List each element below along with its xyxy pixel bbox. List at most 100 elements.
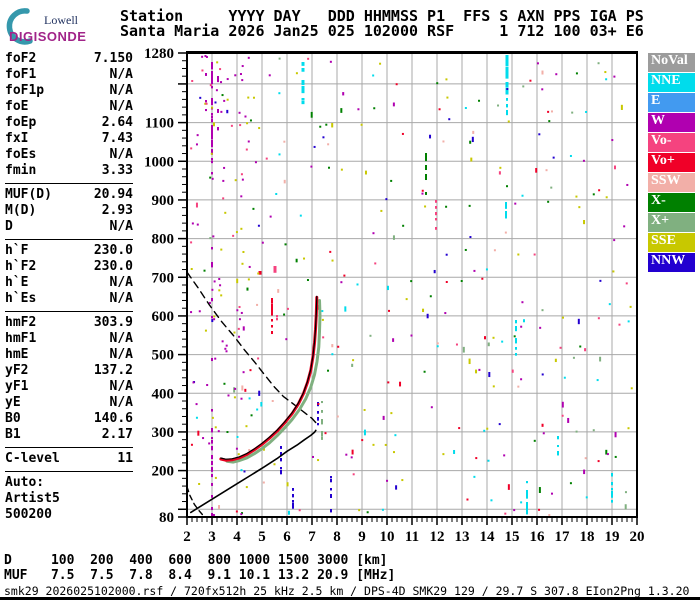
param-label: hmF1 bbox=[5, 331, 37, 346]
param-value: 230.0 bbox=[93, 243, 133, 258]
param-value: 7.150 bbox=[93, 51, 133, 66]
param-row: hmF2 303.9 bbox=[5, 315, 133, 331]
header-line-2: Santa Maria 2026 Jan25 025 102000 RSF 1 … bbox=[120, 22, 644, 40]
param-value: 230.0 bbox=[93, 259, 133, 274]
param-row: h`F 230.0 bbox=[5, 243, 133, 259]
param-row: B0 140.6 bbox=[5, 411, 133, 427]
param-row: B1 2.17 bbox=[5, 427, 133, 443]
param-value: 2.93 bbox=[101, 203, 133, 218]
x-tick-label: 16 bbox=[530, 529, 546, 545]
param-label: yF2 bbox=[5, 363, 29, 378]
param-row: D N/A bbox=[5, 219, 133, 235]
y-tick-label: 200 bbox=[152, 464, 175, 480]
param-value: N/A bbox=[109, 275, 133, 290]
legend-item-x: X+ bbox=[648, 213, 695, 232]
param-row: yF2 137.2 bbox=[5, 363, 133, 379]
legend-item-nnw: NNW bbox=[648, 253, 695, 272]
param-value: N/A bbox=[109, 291, 133, 306]
param-row: h`E N/A bbox=[5, 275, 133, 291]
x-tick-label: 10 bbox=[380, 529, 395, 545]
param-label: foF1p bbox=[5, 83, 45, 98]
param-row: C-level 11 bbox=[5, 451, 133, 467]
x-tick-label: 11 bbox=[405, 529, 419, 545]
param-row: foF2 7.150 bbox=[5, 51, 133, 67]
param-divider bbox=[5, 183, 133, 184]
axis-ticks bbox=[178, 52, 638, 525]
muf-table: D 100 200 400 600 800 1000 1500 3000 [km… bbox=[4, 553, 395, 583]
param-row: Auto: bbox=[5, 475, 133, 491]
y-tick-label: 900 bbox=[152, 193, 175, 209]
legend-item-ssw: SSW bbox=[648, 173, 695, 192]
legend-item-e: E bbox=[648, 93, 695, 112]
param-label: fxI bbox=[5, 131, 29, 146]
param-label: M(D) bbox=[5, 203, 37, 218]
series-profile-topside-extrapolation bbox=[186, 271, 318, 425]
param-label: yE bbox=[5, 395, 21, 410]
param-row: fmin 3.33 bbox=[5, 163, 133, 179]
rfi-strips bbox=[205, 55, 613, 518]
param-value: N/A bbox=[109, 347, 133, 362]
header: Station YYYY DAY DDD HHMMSS P1 FFS S AXN… bbox=[120, 9, 644, 39]
x-tick-label: 17 bbox=[555, 529, 571, 545]
param-divider bbox=[5, 471, 133, 472]
legend-item-vo: Vo+ bbox=[648, 153, 695, 172]
x-tick-label: 14 bbox=[480, 529, 496, 545]
param-label: h`F bbox=[5, 243, 29, 258]
series-autoscaled-h-line bbox=[220, 295, 318, 460]
param-value: N/A bbox=[109, 331, 133, 346]
param-row: hmE N/A bbox=[5, 347, 133, 363]
x-tick-label: 18 bbox=[580, 529, 595, 545]
param-value: 11 bbox=[117, 451, 133, 466]
param-label: D bbox=[5, 219, 13, 234]
bottom-bar bbox=[0, 597, 700, 600]
series-F2-trace-O-mode bbox=[219, 295, 319, 462]
param-divider bbox=[5, 239, 133, 240]
param-value: 20.94 bbox=[93, 187, 133, 202]
param-value: N/A bbox=[109, 99, 133, 114]
y-tick-label: 400 bbox=[152, 386, 175, 402]
param-label: Auto: bbox=[5, 475, 45, 490]
param-row: M(D) 2.93 bbox=[5, 203, 133, 219]
param-row: fxI 7.43 bbox=[5, 131, 133, 147]
param-row: 500200 bbox=[5, 507, 133, 523]
param-label: MUF(D) bbox=[5, 187, 52, 202]
x-tick-label: 15 bbox=[505, 529, 520, 545]
param-row: Artist5 bbox=[5, 491, 133, 507]
axis-labels: 2 3 4 5 6 7 8 9 10 11 12 13 14 15 16 17 18 19 20 1280 1100 10… bbox=[144, 46, 645, 545]
param-label: h`E bbox=[5, 275, 29, 290]
y-tick-label: 600 bbox=[152, 309, 175, 325]
param-label: h`F2 bbox=[5, 259, 37, 274]
legend-item-vo: Vo- bbox=[648, 133, 695, 152]
param-label: C-level bbox=[5, 451, 60, 466]
legend-item-sse: SSE bbox=[648, 233, 695, 252]
x-tick-label: 3 bbox=[208, 529, 216, 545]
series-F2-trace-X-mode bbox=[225, 299, 322, 464]
param-row: MUF(D) 20.94 bbox=[5, 187, 133, 203]
y-tick-label: 1100 bbox=[145, 116, 174, 132]
param-row: foF1 N/A bbox=[5, 67, 133, 83]
legend-item-w: W bbox=[648, 113, 695, 132]
param-row: yE N/A bbox=[5, 395, 133, 411]
param-value: N/A bbox=[109, 219, 133, 234]
x-tick-label: 2 bbox=[183, 529, 191, 545]
x-tick-label: 19 bbox=[605, 529, 620, 545]
param-label: Artist5 bbox=[5, 491, 60, 506]
legend-item-noval: NoVal bbox=[648, 53, 695, 72]
param-row: foF1p N/A bbox=[5, 83, 133, 99]
param-label: foEs bbox=[5, 147, 37, 162]
param-label: fmin bbox=[5, 163, 37, 178]
param-value: N/A bbox=[109, 67, 133, 82]
x-tick-label: 9 bbox=[358, 529, 366, 545]
param-value: 7.43 bbox=[101, 131, 133, 146]
param-value: N/A bbox=[109, 83, 133, 98]
param-value: N/A bbox=[109, 379, 133, 394]
series-profile-bottom-extrapolation bbox=[186, 486, 204, 516]
x-tick-label: 12 bbox=[430, 529, 445, 545]
param-label: hmF2 bbox=[5, 315, 37, 330]
scaled-parameters-panel: foF2 7.150 foF1 N/A foF1p N/A foE N/A foEp 2.64 fx… bbox=[5, 51, 133, 523]
param-row: yF1 N/A bbox=[5, 379, 133, 395]
param-value: 137.2 bbox=[93, 363, 133, 378]
logo-arc-icon bbox=[6, 8, 33, 45]
lowell-digisonde-logo: Lowell DIGISONDE bbox=[6, 8, 86, 45]
